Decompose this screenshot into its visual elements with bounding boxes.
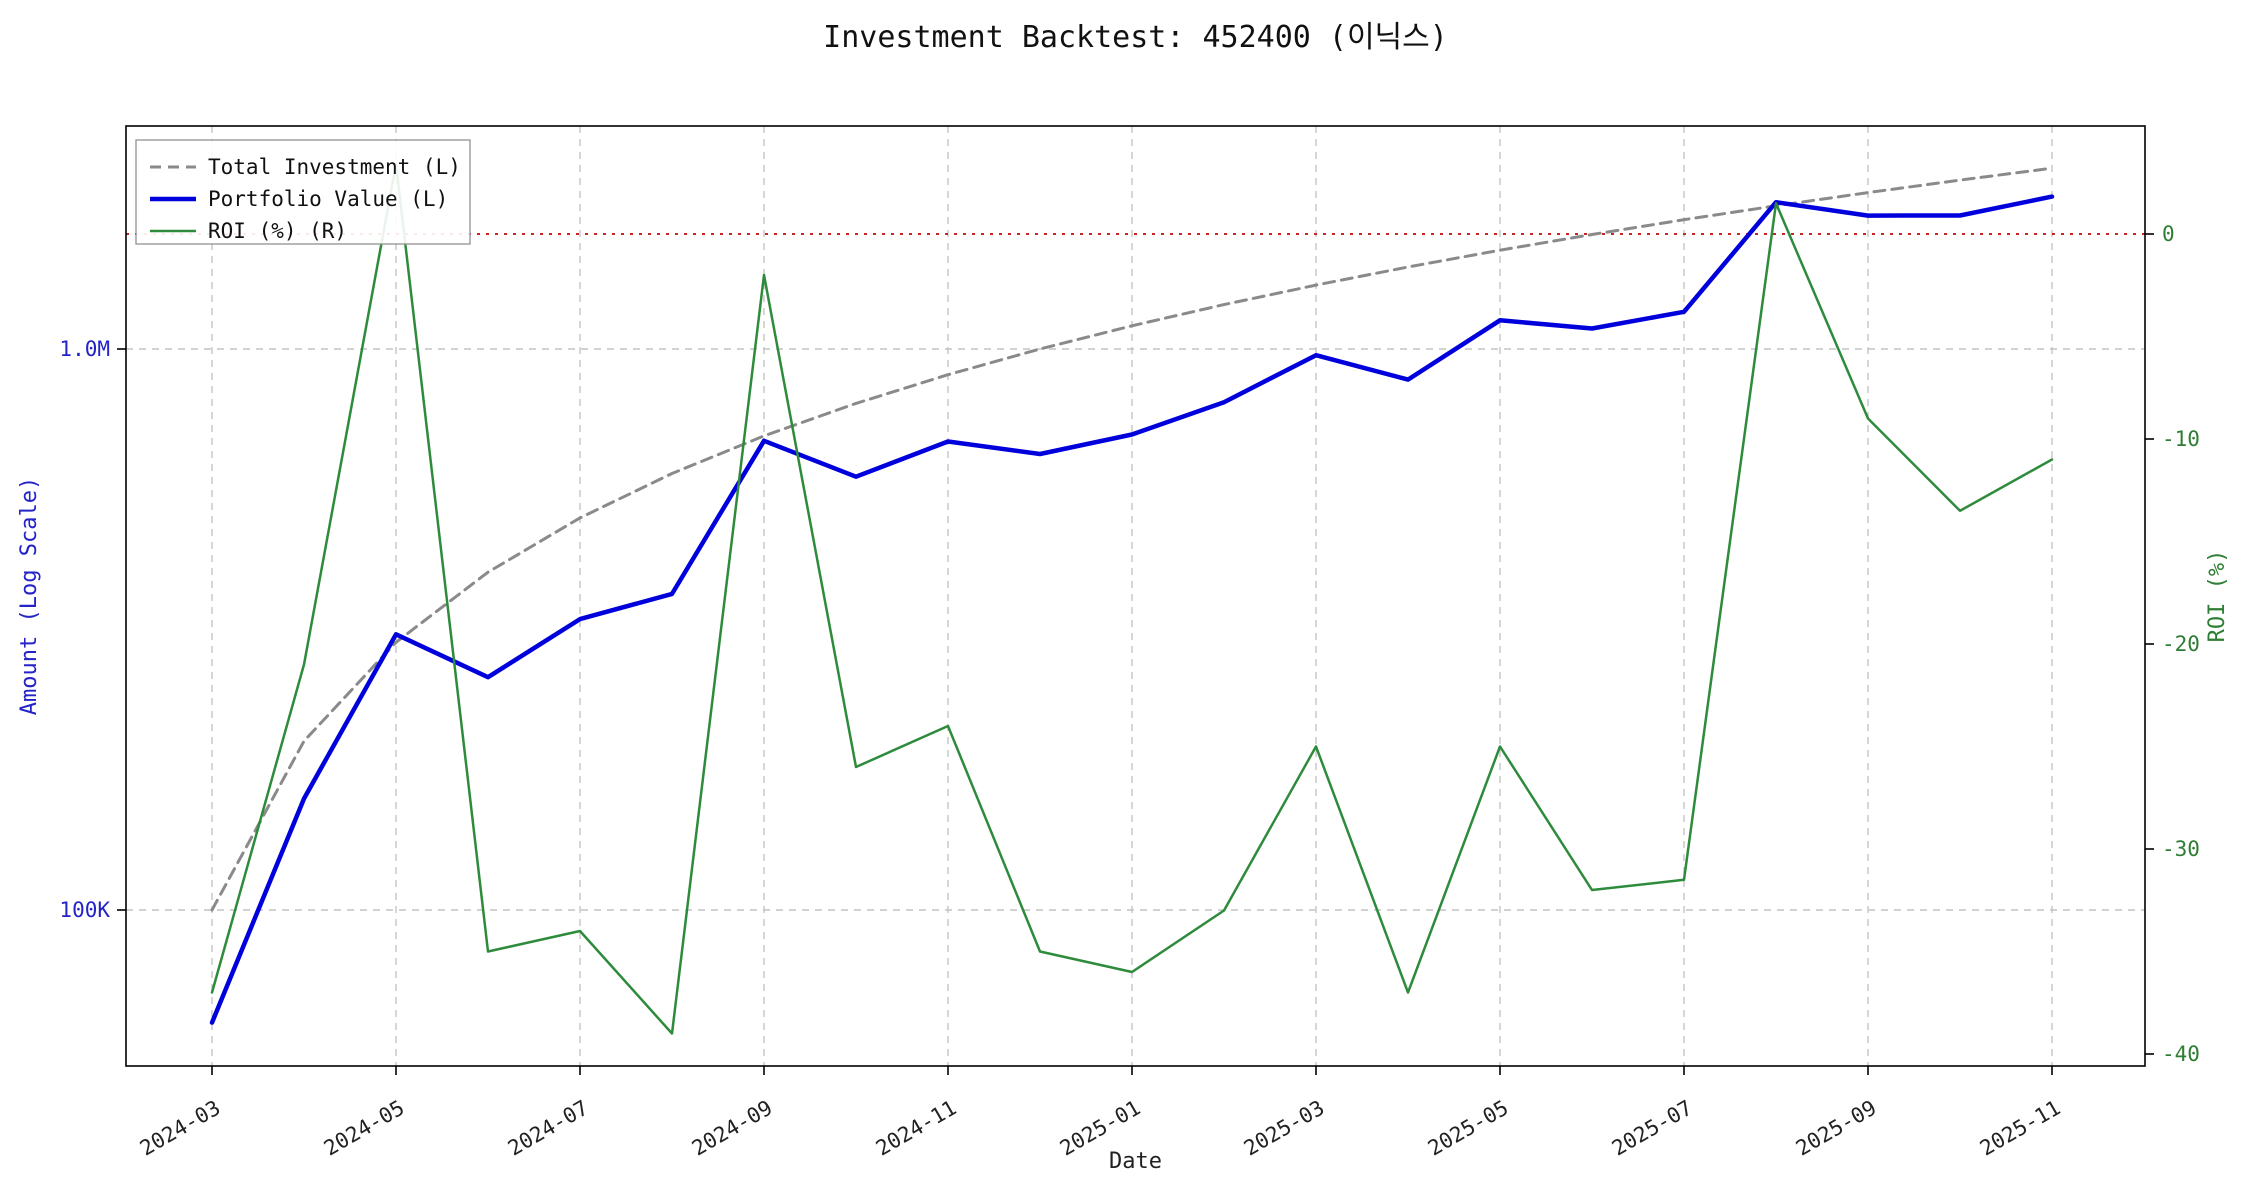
series-line-roi xyxy=(210,163,2054,1035)
right-tick-label: -20 xyxy=(2162,632,2200,656)
left-tick-label: 1.0M xyxy=(59,337,110,361)
x-tick-label: 2025-11 xyxy=(1976,1096,2065,1161)
left-tick-label: 100K xyxy=(59,898,110,922)
legend-entry-label: Portfolio Value (L) xyxy=(208,187,448,211)
right-tick-label: -30 xyxy=(2162,837,2200,861)
x-tick-label: 2025-09 xyxy=(1792,1096,1881,1161)
x-tick-label: 2024-03 xyxy=(136,1096,225,1161)
x-tick-label: 2024-09 xyxy=(688,1096,777,1161)
y-axis-label-right: ROI (%) xyxy=(2205,550,2230,643)
right-tick-label: 0 xyxy=(2162,222,2175,246)
legend-entry-label: Total Investment (L) xyxy=(208,155,461,179)
right-tick-label: -40 xyxy=(2162,1042,2200,1066)
series-line-total-investment xyxy=(210,166,2054,912)
y-axis-label-left: Amount (Log Scale) xyxy=(17,477,42,715)
x-tick-label: 2024-07 xyxy=(504,1096,593,1161)
x-tick-label: 2025-07 xyxy=(1608,1096,1697,1161)
legend-box xyxy=(135,139,471,245)
x-tick-label: 2025-05 xyxy=(1424,1096,1513,1161)
x-axis-label: Date xyxy=(1109,1149,1162,1174)
chart-title: Investment Backtest: 452400 (이닉스) xyxy=(823,20,1448,55)
right-tick-label: -10 xyxy=(2162,427,2200,451)
plot-border xyxy=(125,125,2146,1067)
x-tick-label: 2024-11 xyxy=(872,1096,961,1161)
x-tick-label: 2025-03 xyxy=(1240,1096,1329,1161)
legend-entry-label: ROI (%) (R) xyxy=(208,219,347,243)
x-tick-label: 2024-05 xyxy=(320,1096,409,1161)
series-line-portfolio-value xyxy=(209,194,2055,1025)
